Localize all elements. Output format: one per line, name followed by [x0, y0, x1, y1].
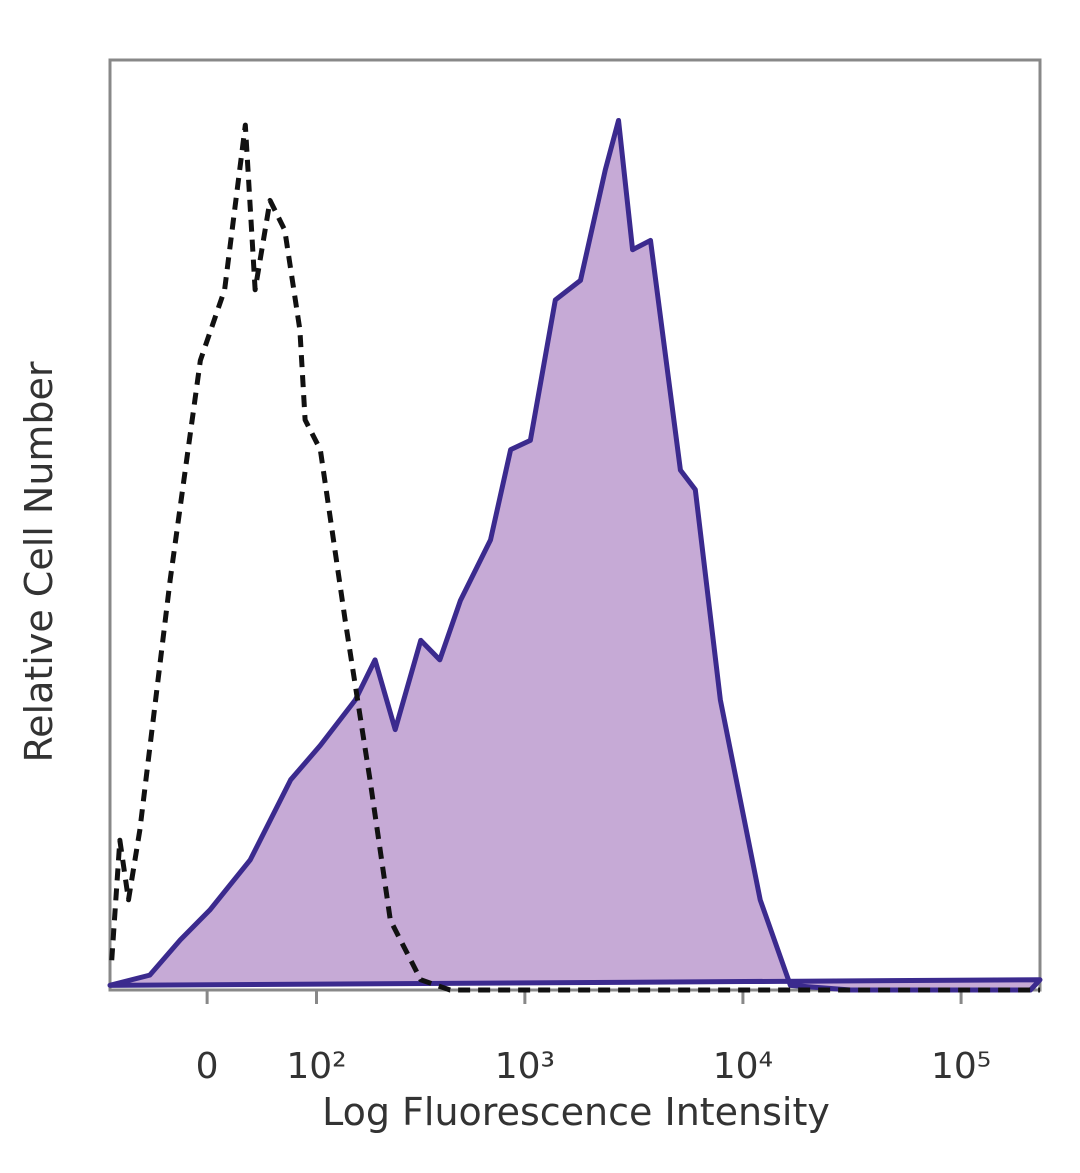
histogram-curve [107, 117, 1043, 993]
histogram-curve [109, 122, 1040, 993]
x-tick-label: 10⁴ [713, 1046, 773, 1087]
x-tick-label: 10³ [495, 1046, 555, 1087]
x-tick-label: 10² [286, 1046, 346, 1087]
x-axis-label: Log Fluorescence Intensity [322, 1090, 830, 1134]
x-tick-label: 10⁵ [931, 1046, 991, 1087]
y-axis-label: Relative Cell Number [17, 361, 61, 762]
x-tick-label: 0 [196, 1046, 219, 1087]
